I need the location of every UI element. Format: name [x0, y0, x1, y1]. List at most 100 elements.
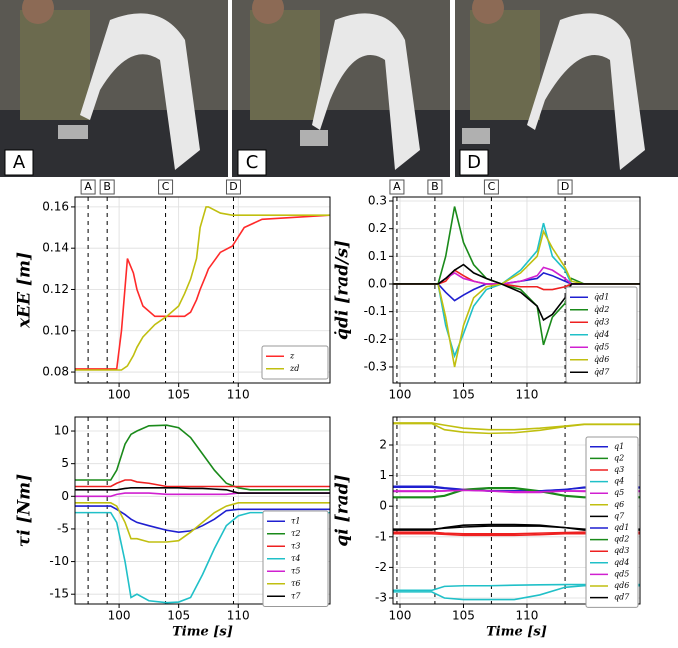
y-tick-label: 2: [379, 437, 387, 451]
legend-label: τ7: [291, 591, 301, 600]
x-tick-label: 110: [516, 388, 539, 402]
x-tick-label: 110: [227, 609, 250, 623]
legend-label: q5: [614, 488, 624, 497]
event-label-box: [483, 179, 499, 195]
legend-label: q2: [614, 453, 624, 462]
series-line: [393, 422, 640, 435]
x-tick-label: 105: [452, 388, 475, 402]
series-group: [393, 206, 640, 368]
series-group: [75, 424, 330, 604]
y-tick-label: 0.10: [42, 323, 69, 337]
event-label: B: [431, 180, 439, 193]
x-tick-label: 100: [108, 609, 131, 623]
legend-label: q̇d5: [594, 342, 609, 351]
y-tick-label: 0.12: [42, 282, 69, 296]
legend-label: q̇d2: [594, 305, 609, 314]
event-label: A: [393, 180, 401, 193]
series-line: [393, 229, 640, 368]
photo-label: C: [246, 152, 259, 173]
event-label: C: [162, 180, 170, 193]
y-tick-label: 0.16: [42, 199, 69, 213]
series-line: [75, 511, 330, 604]
legend-label: τ5: [291, 566, 301, 575]
legend-box: [585, 436, 639, 608]
photo: D: [455, 0, 678, 177]
x-tick-label: 100: [108, 388, 131, 402]
event-label-box: [158, 179, 174, 195]
y-axis-label: q̇di [rad/s]: [333, 240, 353, 340]
x-tick-label: 105: [167, 388, 190, 402]
plot-frame: [74, 196, 331, 384]
legend-label: qd4: [614, 558, 629, 567]
y-tick-label: -0.1: [364, 304, 387, 318]
x-tick-label: 105: [167, 609, 190, 623]
legend-label: τ6: [291, 579, 301, 588]
legend-label: q4: [614, 477, 624, 486]
photo-label: D: [467, 152, 481, 173]
y-tick-label: 10: [54, 424, 69, 438]
y-axis-label: xEE [m]: [15, 252, 35, 329]
event-label: D: [561, 180, 569, 193]
y-axis-label: qi [rad]: [333, 474, 353, 546]
event-label-box: [427, 179, 443, 195]
plot-frame: [392, 196, 641, 384]
legend-label: q7: [614, 511, 625, 520]
series-line: [75, 487, 330, 494]
series-line: [393, 263, 640, 322]
plot-frame: [392, 416, 641, 605]
event-label: A: [84, 180, 92, 193]
photo-label: A: [13, 152, 26, 173]
y-tick-label: 0.14: [42, 241, 69, 255]
event-label-box: [557, 179, 573, 195]
legend-label: qd7: [614, 593, 630, 602]
legend-label: qd2: [614, 535, 629, 544]
y-tick-label: -5: [57, 521, 69, 535]
y-tick-label: 1: [379, 468, 387, 482]
x-axis-label: Time [s]: [172, 625, 233, 640]
event-label: C: [488, 180, 496, 193]
y-tick-label: 0: [61, 489, 69, 503]
legend-label: zd: [289, 364, 299, 373]
y-tick-label: -15: [49, 587, 69, 601]
legend-label: qd6: [614, 581, 629, 590]
y-tick-label: 0.3: [368, 194, 387, 208]
legend-label: τ1: [291, 516, 301, 525]
legend-label: q6: [614, 500, 624, 509]
x-axis-label: Time [s]: [486, 625, 547, 640]
legend-label: q̇d3: [594, 317, 609, 326]
y-tick-label: -0.2: [364, 332, 387, 346]
y-axis-label: τi [Nm]: [15, 474, 35, 547]
x-tick-label: 100: [389, 388, 412, 402]
series-line: [393, 523, 640, 531]
photo: C: [232, 0, 450, 177]
legend-label: q1: [614, 442, 624, 451]
legend-label: τ2: [291, 529, 301, 538]
y-tick-label: 0.0: [368, 276, 387, 290]
legend-box: [261, 345, 329, 380]
y-tick-label: 0.08: [42, 365, 69, 379]
y-tick-label: 0.1: [368, 249, 387, 263]
series-line: [75, 502, 330, 543]
legend-label: qd1: [614, 523, 629, 532]
series-line: [393, 583, 640, 592]
event-label-box: [80, 179, 96, 195]
plot-frame: [74, 416, 331, 605]
y-tick-label: 0.2: [368, 221, 387, 235]
event-label: D: [229, 180, 237, 193]
x-tick-label: 105: [452, 609, 475, 623]
legend-label: q̇d6: [594, 355, 609, 364]
series-line: [75, 424, 330, 491]
series-line: [393, 206, 640, 346]
legend-label: q̇d1: [594, 292, 609, 301]
x-tick-label: 100: [389, 609, 412, 623]
x-tick-label: 110: [227, 388, 250, 402]
photo: A: [0, 0, 228, 177]
legend-box: [565, 286, 638, 383]
event-label-box: [225, 179, 241, 195]
legend-label: z: [289, 351, 295, 360]
series-line: [75, 505, 330, 534]
series-group: [75, 206, 330, 371]
series-line: [75, 479, 330, 488]
y-tick-label: -3: [375, 591, 387, 605]
